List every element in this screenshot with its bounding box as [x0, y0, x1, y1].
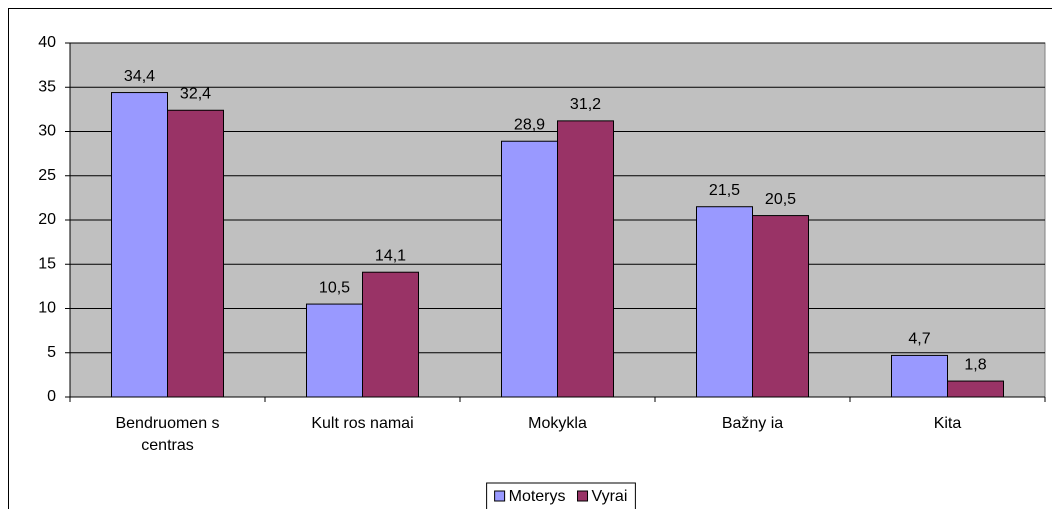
bar — [168, 110, 224, 397]
y-tick-label: 25 — [38, 167, 56, 184]
x-tick-line: Bažny ia — [722, 415, 783, 432]
bar — [502, 141, 558, 397]
bar — [697, 207, 753, 397]
bar — [363, 272, 419, 397]
data-label: 21,5 — [709, 182, 740, 199]
y-tick-label: 15 — [38, 255, 56, 272]
x-tick-line: Bendruomen s — [115, 415, 219, 432]
data-label: 32,4 — [180, 85, 211, 102]
legend-label: Vyrai — [592, 488, 628, 505]
y-tick-label: 0 — [47, 388, 56, 405]
x-tick-label: Kult ros namai — [311, 415, 413, 432]
x-tick-label: Bažny ia — [722, 415, 783, 432]
y-tick-label: 5 — [47, 344, 56, 361]
data-label: 28,9 — [514, 116, 545, 133]
x-tick-label: Mokykla — [528, 415, 587, 432]
data-label: 34,4 — [124, 68, 155, 85]
data-label: 10,5 — [319, 279, 350, 296]
bar — [112, 93, 168, 397]
y-tick-label: 35 — [38, 78, 56, 95]
x-tick-line: centras — [141, 437, 193, 454]
bar — [307, 304, 363, 397]
legend-swatch — [578, 491, 588, 501]
x-tick-line: Mokykla — [528, 415, 587, 432]
x-tick-line: Kult ros namai — [311, 415, 413, 432]
data-label: 4,7 — [908, 331, 930, 348]
data-label: 31,2 — [570, 96, 601, 113]
legend-swatch — [495, 491, 505, 501]
data-label: 1,8 — [964, 356, 986, 373]
y-tick-label: 20 — [38, 211, 56, 228]
bar — [948, 381, 1004, 397]
data-label: 14,1 — [375, 247, 406, 264]
legend-label: Moterys — [509, 488, 566, 505]
bar — [558, 121, 614, 397]
data-label: 20,5 — [765, 191, 796, 208]
y-tick-label: 30 — [38, 123, 56, 140]
bar — [753, 216, 809, 397]
x-tick-label: Kita — [934, 415, 962, 432]
y-tick-label: 40 — [38, 34, 56, 51]
x-tick-line: Kita — [934, 415, 962, 432]
y-tick-label: 10 — [38, 300, 56, 317]
bar — [892, 355, 948, 397]
